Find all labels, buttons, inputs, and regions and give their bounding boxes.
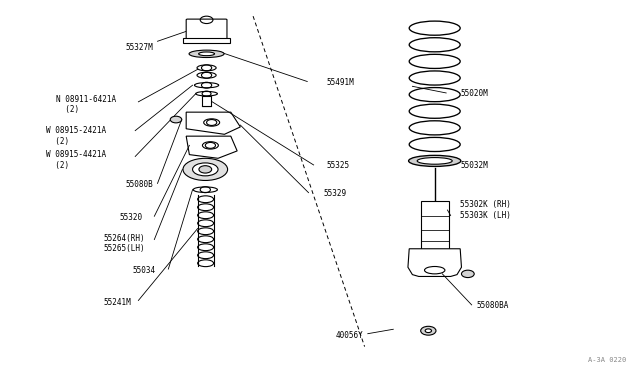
- Polygon shape: [186, 112, 241, 134]
- Ellipse shape: [409, 104, 460, 118]
- Ellipse shape: [409, 38, 460, 52]
- Text: 55302K (RH)
55303K (LH): 55302K (RH) 55303K (LH): [460, 200, 511, 220]
- Bar: [202, 96, 211, 106]
- FancyBboxPatch shape: [186, 19, 227, 41]
- Circle shape: [199, 166, 212, 173]
- Ellipse shape: [193, 163, 218, 176]
- Ellipse shape: [198, 260, 214, 267]
- Ellipse shape: [183, 158, 228, 180]
- Text: W 08915-2421A
  (2): W 08915-2421A (2): [46, 126, 106, 146]
- Text: 55329: 55329: [323, 189, 346, 198]
- Text: 55327M: 55327M: [125, 43, 154, 52]
- Text: A-3A 0220: A-3A 0220: [588, 357, 626, 363]
- Ellipse shape: [189, 50, 224, 58]
- Ellipse shape: [409, 54, 460, 68]
- Ellipse shape: [409, 87, 460, 102]
- Text: 55491M: 55491M: [326, 78, 354, 87]
- Text: 55020M: 55020M: [460, 89, 488, 98]
- Text: 55032M: 55032M: [460, 161, 488, 170]
- Ellipse shape: [198, 212, 214, 219]
- Ellipse shape: [198, 228, 214, 235]
- Text: 55241M: 55241M: [103, 298, 131, 307]
- Ellipse shape: [409, 21, 460, 35]
- Text: 55080B: 55080B: [125, 180, 154, 189]
- Text: 55034: 55034: [132, 266, 155, 275]
- Ellipse shape: [408, 155, 461, 166]
- Text: 55320: 55320: [119, 213, 142, 222]
- Ellipse shape: [198, 204, 214, 211]
- Circle shape: [420, 326, 436, 335]
- Text: 55080BA: 55080BA: [476, 301, 509, 311]
- Bar: [183, 38, 230, 43]
- Text: W 08915-4421A
  (2): W 08915-4421A (2): [46, 150, 106, 170]
- Ellipse shape: [198, 236, 214, 243]
- Ellipse shape: [409, 71, 460, 85]
- Polygon shape: [408, 249, 461, 276]
- Circle shape: [425, 329, 431, 333]
- Text: 40056Y: 40056Y: [336, 331, 364, 340]
- Ellipse shape: [198, 52, 214, 56]
- Ellipse shape: [417, 158, 452, 164]
- Bar: [420, 201, 449, 249]
- Ellipse shape: [198, 220, 214, 227]
- Circle shape: [170, 116, 182, 123]
- Text: 55325: 55325: [326, 161, 349, 170]
- Ellipse shape: [409, 137, 460, 151]
- Ellipse shape: [198, 196, 214, 203]
- Text: N 08911-6421A
  (2): N 08911-6421A (2): [56, 95, 116, 115]
- Ellipse shape: [198, 244, 214, 251]
- Polygon shape: [186, 136, 237, 158]
- Text: 55264(RH)
55265(LH): 55264(RH) 55265(LH): [103, 234, 145, 253]
- Ellipse shape: [198, 252, 214, 259]
- Ellipse shape: [409, 121, 460, 135]
- Circle shape: [461, 270, 474, 278]
